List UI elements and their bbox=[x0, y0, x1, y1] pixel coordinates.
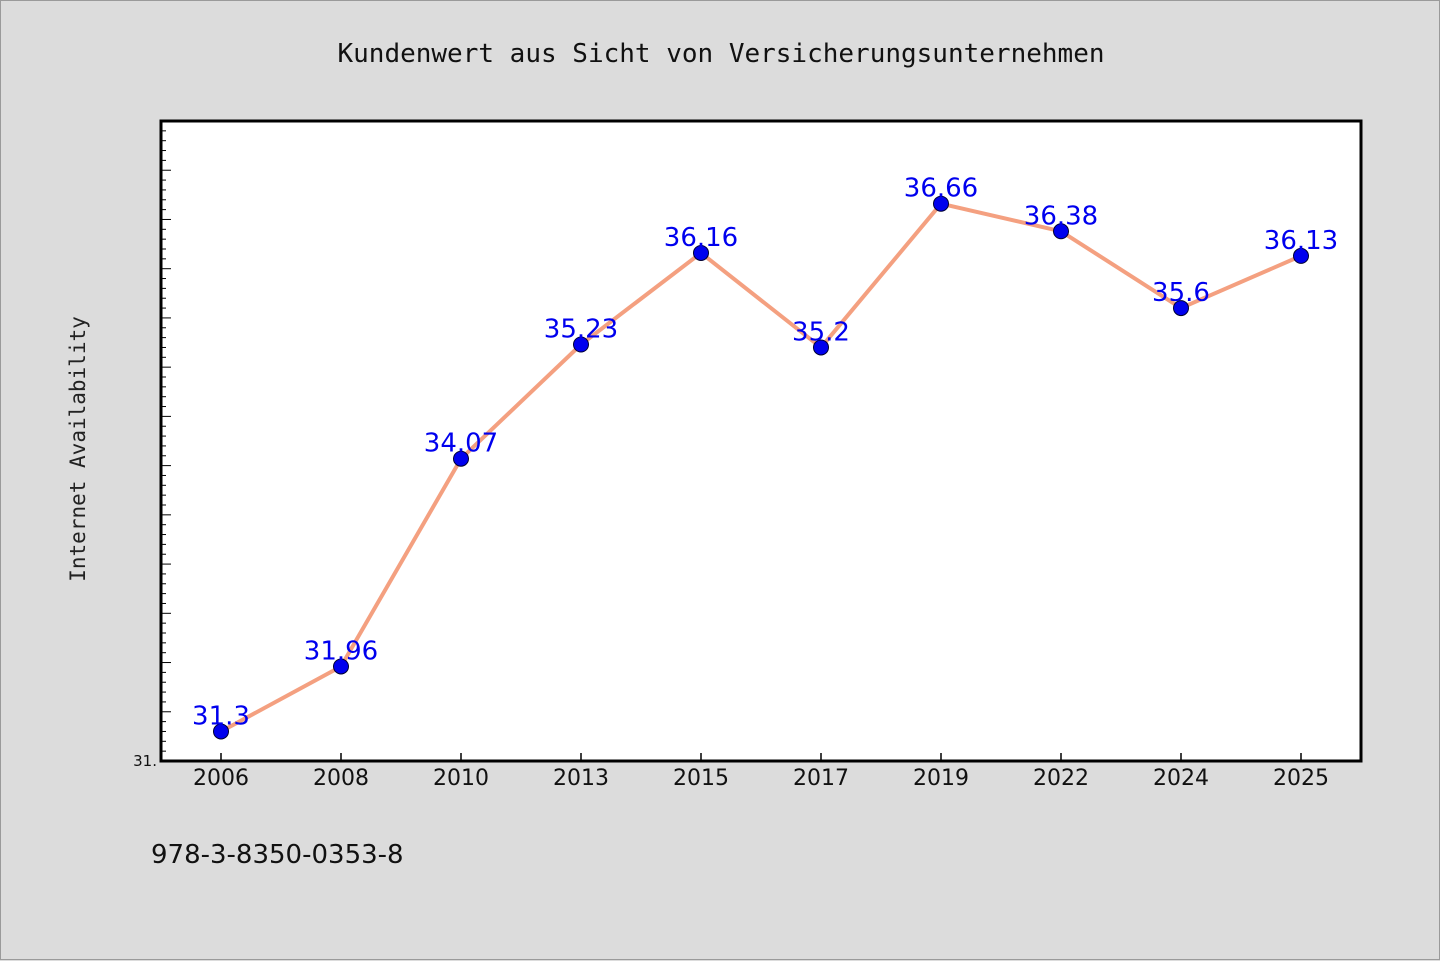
plot-area bbox=[161, 121, 1361, 761]
plot-border bbox=[159, 119, 1363, 763]
data-point bbox=[213, 723, 229, 740]
x-tick-label: 2022 bbox=[1033, 766, 1089, 791]
series-line bbox=[220, 201, 1302, 734]
series-layer: 31.3 31.96 34.07 35.23 36.16 35.2 36.66 36.38 35… bbox=[192, 174, 1338, 740]
x-tick-label: 2019 bbox=[913, 766, 969, 791]
x-tick-label: 2024 bbox=[1153, 766, 1209, 791]
data-label: 35.23 bbox=[544, 315, 618, 345]
data-point bbox=[333, 658, 349, 675]
data-label: 31.3 bbox=[192, 701, 250, 731]
x-tick-label: 2015 bbox=[673, 766, 729, 791]
data-label: 36.13 bbox=[1264, 226, 1338, 256]
data-point bbox=[1053, 223, 1069, 240]
data-point bbox=[1293, 247, 1309, 264]
x-axis-ticks: 2006 2008 2010 2013 2015 2017 2019 2022 2024 2025 bbox=[193, 753, 1329, 791]
data-label: 34.07 bbox=[424, 429, 498, 459]
x-tick-label: 2008 bbox=[313, 766, 369, 791]
x-tick-label: 2006 bbox=[193, 766, 249, 791]
footnote-isbn: 978-3-8350-0353-8 bbox=[151, 840, 404, 870]
data-point bbox=[813, 339, 829, 356]
x-tick-label: 2017 bbox=[793, 766, 849, 791]
data-label: 36.38 bbox=[1024, 201, 1098, 231]
data-label: 35.2 bbox=[792, 317, 850, 347]
x-tick-label: 2010 bbox=[433, 766, 489, 791]
data-label: 35.6 bbox=[1152, 278, 1210, 308]
y-axis-label: Internet Availability bbox=[66, 316, 90, 582]
data-label: 31.96 bbox=[304, 636, 378, 666]
x-tick-label: 2025 bbox=[1273, 766, 1329, 791]
data-point bbox=[453, 450, 469, 467]
y-tick-label: 31. bbox=[133, 752, 157, 770]
data-label: 36.16 bbox=[664, 223, 738, 253]
data-point bbox=[573, 336, 589, 353]
x-tick-label: 2013 bbox=[553, 766, 609, 791]
data-point bbox=[933, 195, 949, 212]
data-point bbox=[693, 244, 709, 261]
data-point bbox=[1173, 300, 1189, 317]
data-label: 36.66 bbox=[904, 174, 978, 204]
chart-title: Kundenwert aus Sicht von Versicherungsun… bbox=[337, 39, 1104, 69]
